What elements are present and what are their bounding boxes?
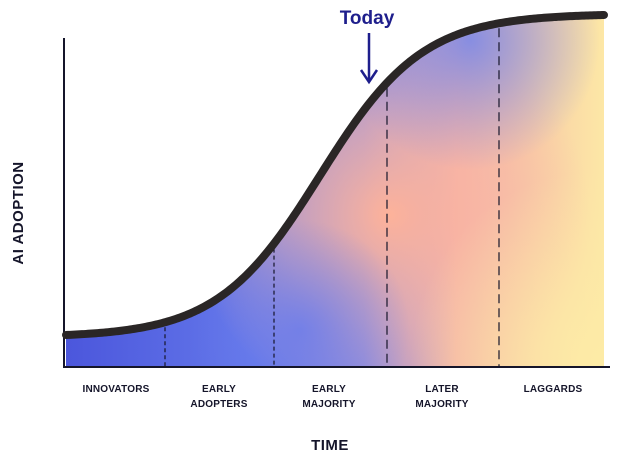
segment-label-early-adopters-2: ADOPTERS xyxy=(190,399,247,410)
segment-labels: INNOVATORS EARLY ADOPTERS EARLY MAJORITY… xyxy=(82,384,582,410)
x-axis-label: TIME xyxy=(311,437,349,454)
segment-label-early-majority-1: EARLY xyxy=(312,384,346,395)
segment-label-early-majority-2: MAJORITY xyxy=(302,399,355,410)
segment-label-later-majority-2: MAJORITY xyxy=(415,399,468,410)
today-arrow-icon xyxy=(359,33,379,85)
y-axis-label: AI ADOPTION xyxy=(10,161,27,264)
segment-dividers xyxy=(164,28,500,366)
adoption-s-curve xyxy=(62,11,608,339)
today-label: Today xyxy=(340,8,395,29)
segment-label-later-majority-1: LATER xyxy=(425,384,459,395)
segment-label-laggards: LAGGARDS xyxy=(524,384,583,395)
segment-label-early-adopters-1: EARLY xyxy=(202,384,236,395)
adoption-area-fill xyxy=(66,15,604,367)
segment-label-innovators: INNOVATORS xyxy=(82,384,149,395)
